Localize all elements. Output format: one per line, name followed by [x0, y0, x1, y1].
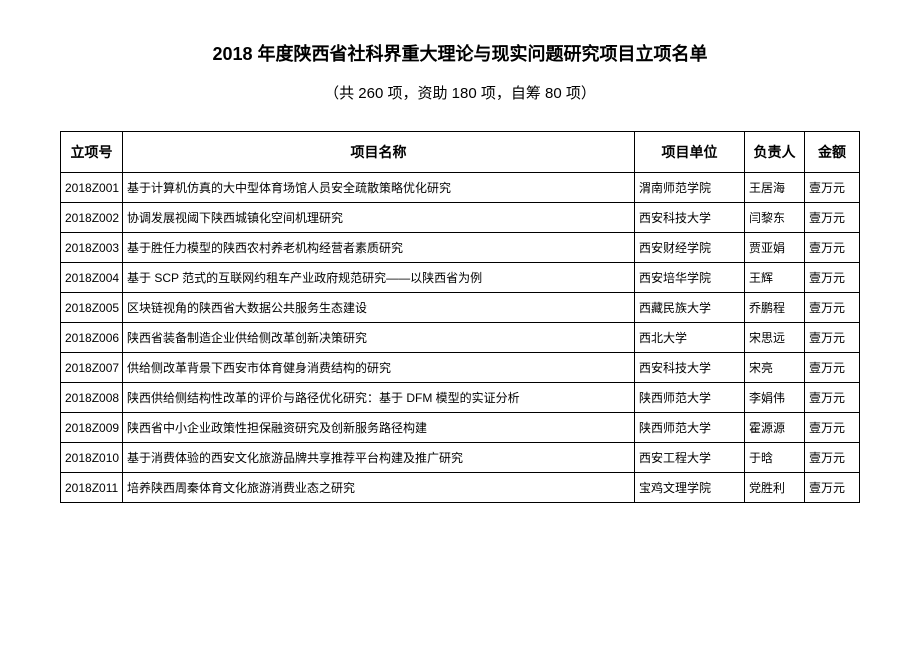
cell-person: 王辉 [745, 263, 805, 293]
table-row: 2018Z002协调发展视阈下陕西城镇化空间机理研究西安科技大学闫黎东壹万元 [61, 203, 860, 233]
cell-amount: 壹万元 [805, 263, 860, 293]
cell-name: 陕西省装备制造企业供给侧改革创新决策研究 [123, 323, 635, 353]
cell-unit: 西安科技大学 [635, 203, 745, 233]
cell-person: 乔鹏程 [745, 293, 805, 323]
table-row: 2018Z005区块链视角的陕西省大数据公共服务生态建设西藏民族大学乔鹏程壹万元 [61, 293, 860, 323]
cell-id: 2018Z005 [61, 293, 123, 323]
cell-unit: 西北大学 [635, 323, 745, 353]
cell-person: 党胜利 [745, 473, 805, 503]
cell-unit: 陕西师范大学 [635, 383, 745, 413]
table-row: 2018Z006陕西省装备制造企业供给侧改革创新决策研究西北大学宋思远壹万元 [61, 323, 860, 353]
cell-id: 2018Z008 [61, 383, 123, 413]
table-row: 2018Z004基于 SCP 范式的互联网约租车产业政府规范研究——以陕西省为例… [61, 263, 860, 293]
page-title: 2018 年度陕西省社科界重大理论与现实问题研究项目立项名单 [60, 40, 860, 66]
table-row: 2018Z008陕西供给侧结构性改革的评价与路径优化研究：基于 DFM 模型的实… [61, 383, 860, 413]
cell-unit: 宝鸡文理学院 [635, 473, 745, 503]
header-name: 项目名称 [123, 132, 635, 173]
cell-id: 2018Z007 [61, 353, 123, 383]
table-row: 2018Z003基于胜任力模型的陕西农村养老机构经营者素质研究西安财经学院贾亚娟… [61, 233, 860, 263]
header-person: 负责人 [745, 132, 805, 173]
cell-amount: 壹万元 [805, 203, 860, 233]
header-unit: 项目单位 [635, 132, 745, 173]
cell-unit: 西藏民族大学 [635, 293, 745, 323]
cell-id: 2018Z009 [61, 413, 123, 443]
cell-person: 贾亚娟 [745, 233, 805, 263]
cell-name: 基于胜任力模型的陕西农村养老机构经营者素质研究 [123, 233, 635, 263]
projects-table: 立项号 项目名称 项目单位 负责人 金额 2018Z001基于计算机仿真的大中型… [60, 131, 860, 503]
cell-person: 李娟伟 [745, 383, 805, 413]
header-amount: 金额 [805, 132, 860, 173]
cell-id: 2018Z003 [61, 233, 123, 263]
cell-name: 陕西省中小企业政策性担保融资研究及创新服务路径构建 [123, 413, 635, 443]
cell-name: 区块链视角的陕西省大数据公共服务生态建设 [123, 293, 635, 323]
cell-name: 基于 SCP 范式的互联网约租车产业政府规范研究——以陕西省为例 [123, 263, 635, 293]
cell-name: 供给侧改革背景下西安市体育健身消费结构的研究 [123, 353, 635, 383]
cell-id: 2018Z006 [61, 323, 123, 353]
cell-person: 霍源源 [745, 413, 805, 443]
cell-id: 2018Z010 [61, 443, 123, 473]
cell-name: 基于计算机仿真的大中型体育场馆人员安全疏散策略优化研究 [123, 173, 635, 203]
table-row: 2018Z007供给侧改革背景下西安市体育健身消费结构的研究西安科技大学宋亮壹万… [61, 353, 860, 383]
cell-id: 2018Z004 [61, 263, 123, 293]
cell-name: 培养陕西周秦体育文化旅游消费业态之研究 [123, 473, 635, 503]
cell-name: 协调发展视阈下陕西城镇化空间机理研究 [123, 203, 635, 233]
cell-person: 宋亮 [745, 353, 805, 383]
cell-person: 王居海 [745, 173, 805, 203]
table-row: 2018Z009陕西省中小企业政策性担保融资研究及创新服务路径构建陕西师范大学霍… [61, 413, 860, 443]
table-row: 2018Z011培养陕西周秦体育文化旅游消费业态之研究宝鸡文理学院党胜利壹万元 [61, 473, 860, 503]
cell-amount: 壹万元 [805, 383, 860, 413]
cell-name: 陕西供给侧结构性改革的评价与路径优化研究：基于 DFM 模型的实证分析 [123, 383, 635, 413]
cell-amount: 壹万元 [805, 473, 860, 503]
table-header-row: 立项号 项目名称 项目单位 负责人 金额 [61, 132, 860, 173]
cell-amount: 壹万元 [805, 233, 860, 263]
cell-id: 2018Z011 [61, 473, 123, 503]
cell-amount: 壹万元 [805, 353, 860, 383]
cell-amount: 壹万元 [805, 173, 860, 203]
cell-person: 闫黎东 [745, 203, 805, 233]
cell-amount: 壹万元 [805, 293, 860, 323]
cell-unit: 西安工程大学 [635, 443, 745, 473]
cell-name: 基于消费体验的西安文化旅游品牌共享推荐平台构建及推广研究 [123, 443, 635, 473]
cell-unit: 西安科技大学 [635, 353, 745, 383]
table-row: 2018Z001基于计算机仿真的大中型体育场馆人员安全疏散策略优化研究渭南师范学… [61, 173, 860, 203]
cell-amount: 壹万元 [805, 323, 860, 353]
cell-unit: 陕西师范大学 [635, 413, 745, 443]
cell-id: 2018Z001 [61, 173, 123, 203]
table-row: 2018Z010基于消费体验的西安文化旅游品牌共享推荐平台构建及推广研究西安工程… [61, 443, 860, 473]
header-id: 立项号 [61, 132, 123, 173]
page-subtitle: （共 260 项，资助 180 项，自筹 80 项） [60, 82, 860, 103]
cell-person: 宋思远 [745, 323, 805, 353]
cell-unit: 西安培华学院 [635, 263, 745, 293]
cell-unit: 渭南师范学院 [635, 173, 745, 203]
cell-amount: 壹万元 [805, 413, 860, 443]
cell-person: 于晗 [745, 443, 805, 473]
cell-unit: 西安财经学院 [635, 233, 745, 263]
cell-amount: 壹万元 [805, 443, 860, 473]
cell-id: 2018Z002 [61, 203, 123, 233]
